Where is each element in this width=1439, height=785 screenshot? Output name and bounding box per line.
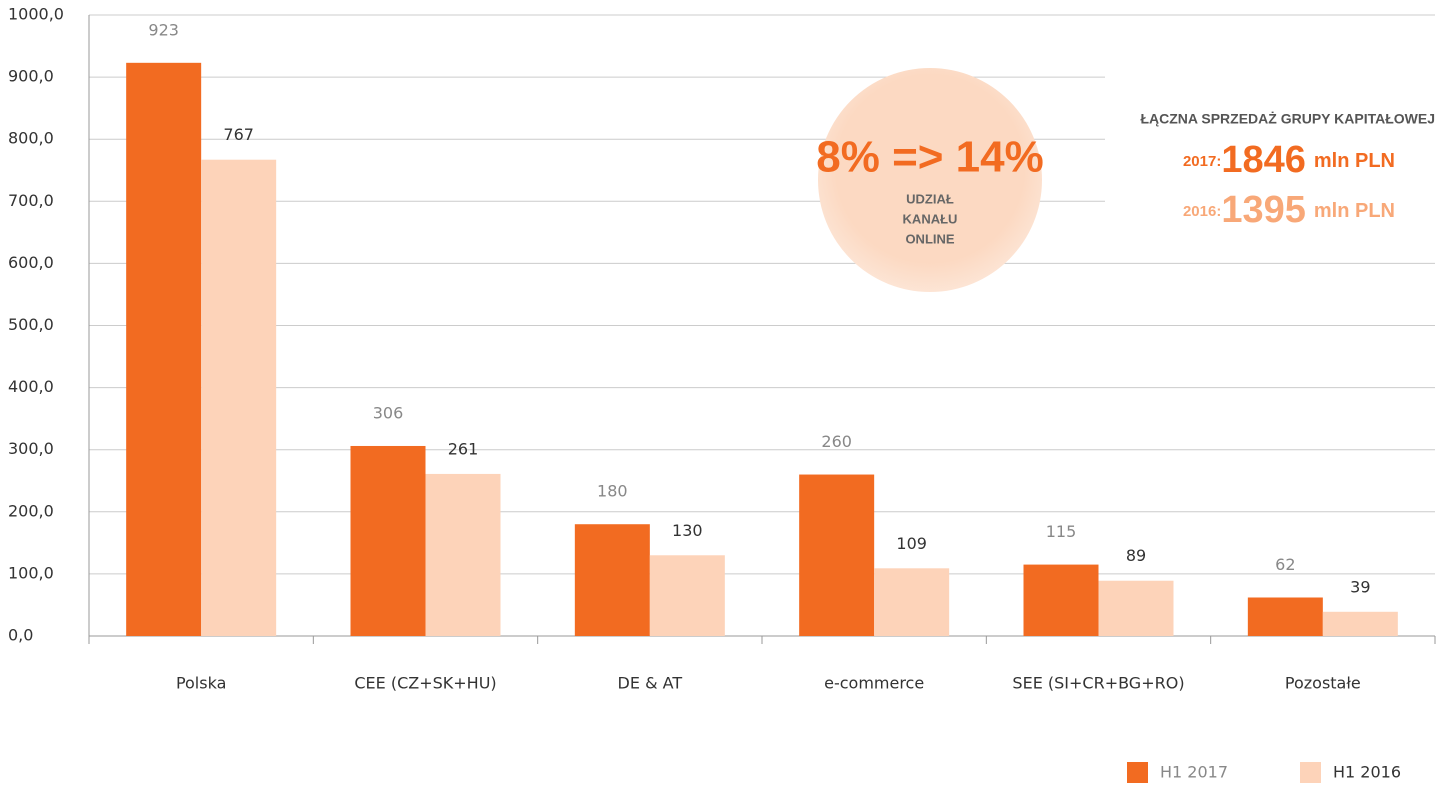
value-label: 62: [1275, 555, 1295, 574]
circle-line: UDZIAŁ: [906, 191, 954, 206]
y-tick-label: 400,0: [8, 377, 54, 396]
y-tick-label: 200,0: [8, 501, 54, 520]
totals-year: 2017:: [1183, 153, 1221, 170]
y-tick-label: 300,0: [8, 439, 54, 458]
x-tick-label: SEE (SI+CR+BG+RO): [1012, 674, 1184, 693]
legend-swatch: [1127, 762, 1148, 783]
x-tick-label: e-commerce: [824, 674, 924, 693]
value-label: 261: [448, 439, 479, 458]
value-label: 306: [373, 403, 404, 422]
bar: [874, 568, 950, 636]
x-tick-label: Pozostałe: [1285, 674, 1361, 693]
y-tick-label: 500,0: [8, 315, 54, 334]
legend-label: H1 2017: [1160, 763, 1228, 782]
bar: [1247, 597, 1323, 636]
y-tick-label: 100,0: [8, 563, 54, 582]
x-tick-label: Polska: [176, 674, 226, 693]
totals-row: 2016:1395 mln PLN: [1183, 189, 1395, 231]
y-tick-label: 900,0: [8, 67, 54, 86]
bar: [201, 159, 277, 636]
y-tick-label: 1000,0: [8, 5, 64, 24]
bar: [799, 474, 875, 636]
y-tick-label: 800,0: [8, 129, 54, 148]
y-tick-label: 600,0: [8, 253, 54, 272]
totals-year: 2016:: [1183, 203, 1221, 220]
bar: [1023, 564, 1099, 636]
value-label: 923: [148, 20, 179, 39]
value-label: 115: [1046, 522, 1077, 541]
totals-row: 2017:1846 mln PLN: [1183, 139, 1395, 181]
bar: [649, 555, 725, 636]
totals-background: [1105, 75, 1439, 250]
value-label: 89: [1126, 546, 1146, 565]
online-circle: [818, 68, 1042, 292]
circle-line: ONLINE: [905, 231, 954, 246]
bar: [1322, 611, 1398, 636]
x-tick-label: DE & AT: [618, 674, 683, 693]
value-label: 180: [597, 482, 628, 501]
value-label: 109: [896, 534, 927, 553]
circle-headline: 8% => 14%: [816, 133, 1044, 182]
y-tick-label: 700,0: [8, 191, 54, 210]
x-tick-label: CEE (CZ+SK+HU): [354, 674, 496, 693]
value-label: 767: [223, 125, 254, 144]
legend-swatch: [1300, 762, 1321, 783]
bar: [574, 524, 650, 636]
totals-value: 1395: [1221, 189, 1306, 231]
totals-value: 1846: [1221, 139, 1306, 181]
value-label: 260: [821, 432, 852, 451]
totals-unit: mln PLN: [1314, 150, 1395, 172]
value-label: 39: [1350, 577, 1370, 596]
totals-title: ŁĄCZNA SPRZEDAŻ GRUPY KAPITAŁOWEJ: [1140, 111, 1435, 127]
bar: [425, 473, 501, 636]
totals-unit: mln PLN: [1314, 200, 1395, 222]
bar: [126, 62, 202, 636]
circle-line: KANAŁU: [903, 211, 958, 226]
y-tick-label: 0,0: [8, 626, 33, 645]
legend-label: H1 2016: [1333, 763, 1401, 782]
value-label: 130: [672, 521, 703, 540]
bar: [1098, 580, 1174, 636]
bar: [350, 445, 426, 636]
